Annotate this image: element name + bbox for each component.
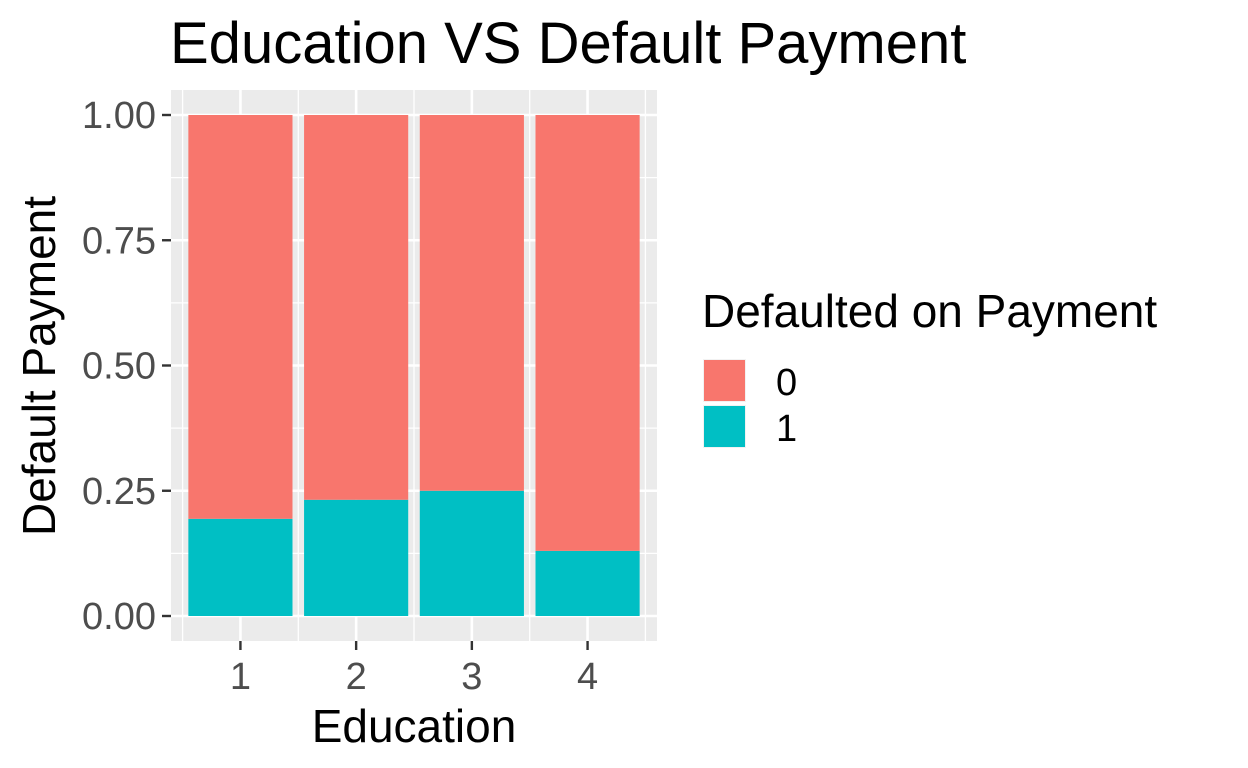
y-tick-label: 0.25 [82,471,156,513]
bar-segment-1 [535,550,640,616]
bar-segment-0 [188,115,293,519]
chart-title: Education VS Default Payment [170,11,966,76]
y-axis: 0.00 0.25 0.50 0.75 1.00 [82,95,171,638]
y-tick-label: 0.00 [82,596,156,638]
legend: Defaulted on Payment 01 [702,285,1157,450]
bar-segment-0 [419,115,524,491]
x-tick-label: 3 [461,656,482,698]
bar-segment-0 [535,115,640,551]
legend-swatch [704,406,745,447]
bar-segment-1 [419,490,524,616]
legend-label: 1 [776,408,797,450]
legend-swatch [704,360,745,401]
bar-segment-1 [304,499,409,616]
legend-label: 0 [776,362,797,404]
x-tick-label: 2 [346,656,367,698]
x-axis: 1 2 3 4 [230,641,598,698]
bar-segment-1 [188,518,293,616]
y-tick-label: 0.50 [82,346,156,388]
bar-segment-0 [304,115,409,500]
x-tick-label: 1 [230,656,251,698]
bars [188,115,640,616]
y-axis-title: Default Payment [13,196,65,536]
x-axis-title: Education [312,700,517,752]
y-tick-label: 1.00 [82,95,156,137]
x-tick-label: 4 [577,656,598,698]
legend-title: Defaulted on Payment [702,285,1157,337]
y-tick-label: 0.75 [82,220,156,262]
